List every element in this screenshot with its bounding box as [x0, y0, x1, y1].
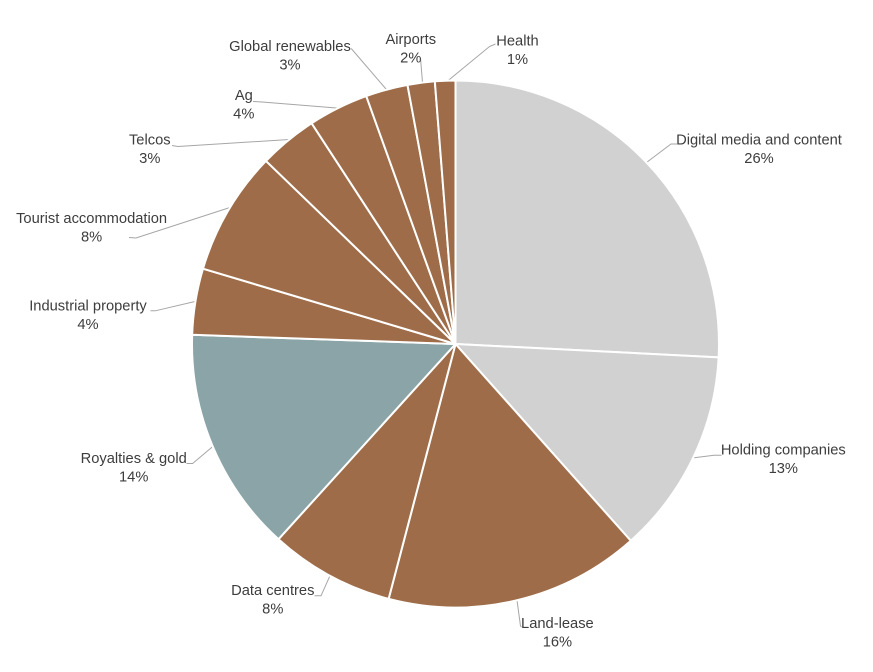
svg-text:Global renewables: Global renewables — [229, 39, 351, 55]
svg-text:Data centres: Data centres — [231, 583, 314, 599]
svg-text:Airports: Airports — [385, 32, 436, 48]
svg-text:Tourist accommodation: Tourist accommodation — [16, 211, 167, 227]
svg-text:26%: 26% — [744, 151, 773, 167]
svg-text:Land-lease: Land-lease — [521, 616, 594, 632]
svg-text:3%: 3% — [279, 58, 300, 74]
svg-text:3%: 3% — [139, 151, 160, 167]
svg-text:1%: 1% — [507, 52, 528, 68]
svg-text:Digital media and content: Digital media and content — [676, 133, 842, 149]
svg-text:14%: 14% — [119, 470, 148, 486]
svg-text:Holding companies: Holding companies — [721, 443, 846, 459]
svg-text:2%: 2% — [400, 51, 421, 67]
svg-text:8%: 8% — [81, 229, 102, 245]
svg-text:Health: Health — [496, 33, 538, 49]
svg-text:4%: 4% — [77, 317, 98, 333]
svg-text:4%: 4% — [233, 106, 254, 122]
svg-text:Industrial property: Industrial property — [29, 298, 147, 314]
svg-text:16%: 16% — [543, 635, 572, 651]
svg-text:Ag: Ag — [235, 88, 253, 104]
svg-text:Telcos: Telcos — [129, 133, 171, 149]
svg-text:Royalties & gold: Royalties & gold — [81, 451, 187, 467]
svg-text:13%: 13% — [769, 461, 798, 477]
svg-text:8%: 8% — [262, 602, 283, 618]
